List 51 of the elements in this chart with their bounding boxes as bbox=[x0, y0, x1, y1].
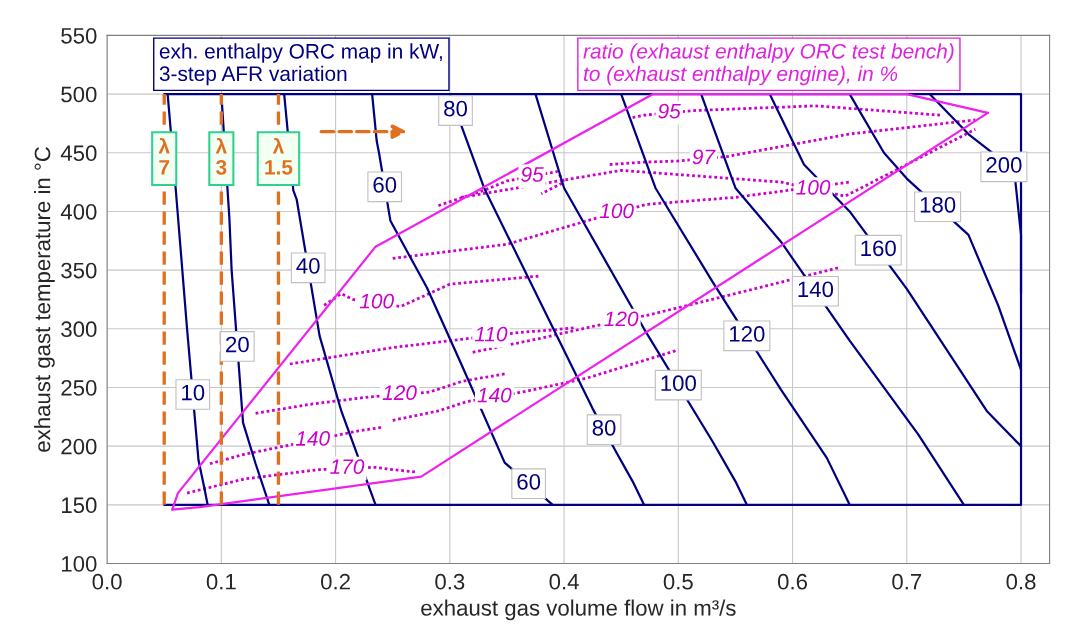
y-tick-label: 250 bbox=[61, 380, 97, 396]
series-label: 100 bbox=[661, 375, 696, 392]
text: exh. enthalpy ORC map in kW, 3-step AFR variation bbox=[159, 43, 442, 86]
series-label: 140 bbox=[295, 431, 330, 446]
y-tick-label: 500 bbox=[61, 86, 97, 103]
y-tick-label: 550 bbox=[61, 27, 97, 44]
series-label: 40 bbox=[296, 258, 320, 274]
series-label: 140 bbox=[477, 387, 512, 403]
annotation: 60 bbox=[373, 177, 397, 193]
series-label: 95 bbox=[521, 167, 544, 182]
x-tick-label: 0.1 bbox=[206, 573, 236, 590]
series-label: λ 3 bbox=[215, 137, 227, 175]
series-label: 100 bbox=[796, 179, 831, 195]
series-label: λ 7 bbox=[158, 137, 170, 175]
series-label: λ 1.5 bbox=[265, 137, 293, 175]
series-label: 110 bbox=[474, 326, 508, 342]
x-tick-label: 0.3 bbox=[435, 573, 465, 590]
y-tick-label: 450 bbox=[60, 145, 97, 162]
series-label: 120 bbox=[730, 326, 765, 342]
x-tick-label: 0.0 bbox=[92, 573, 122, 590]
x-tick-label: 0.5 bbox=[663, 573, 693, 590]
y-tick-label: 150 bbox=[62, 497, 97, 514]
x-tick-label: 0.4 bbox=[549, 573, 579, 590]
x-tick-label: 0.7 bbox=[892, 573, 922, 590]
annotation: 80 bbox=[592, 419, 616, 436]
y-tick-label: 100 bbox=[62, 556, 97, 572]
text: ratio (exhaust enthalpy ORC test bench) to (exhaust enthalpy engine), in % bbox=[583, 43, 954, 86]
x-tick-label: 0.2 bbox=[321, 573, 350, 590]
series-label: 200 bbox=[986, 157, 1022, 173]
series-label: 10 bbox=[182, 384, 205, 401]
annotation: 80 bbox=[444, 100, 468, 117]
series-label: 97 bbox=[692, 149, 716, 165]
x-tick-label: 0.8 bbox=[1006, 573, 1036, 590]
annotation: 60 bbox=[517, 473, 541, 490]
x-axis-title: exhaust gas volume flow in m³/s bbox=[421, 599, 736, 621]
series-label: 170 bbox=[330, 459, 365, 475]
y-tick-label: 300 bbox=[61, 321, 97, 338]
series-label: 100 bbox=[599, 203, 634, 219]
y-tick-label: 400 bbox=[60, 203, 97, 220]
series-label: 180 bbox=[920, 196, 956, 213]
series-label: 20 bbox=[226, 336, 249, 353]
y-tick-label: 200 bbox=[61, 438, 97, 455]
series-label: 100 bbox=[359, 293, 394, 309]
y-axis-title: exhaust gast temperature in °C bbox=[34, 147, 55, 452]
y-tick-label: 350 bbox=[61, 262, 97, 279]
series-label: 160 bbox=[861, 240, 896, 257]
x-tick-label: 0.6 bbox=[777, 573, 808, 590]
series-label: 140 bbox=[798, 281, 834, 298]
series-label: 95 bbox=[658, 103, 681, 119]
series-label: 120 bbox=[382, 385, 417, 401]
series-label: 120 bbox=[604, 311, 639, 327]
